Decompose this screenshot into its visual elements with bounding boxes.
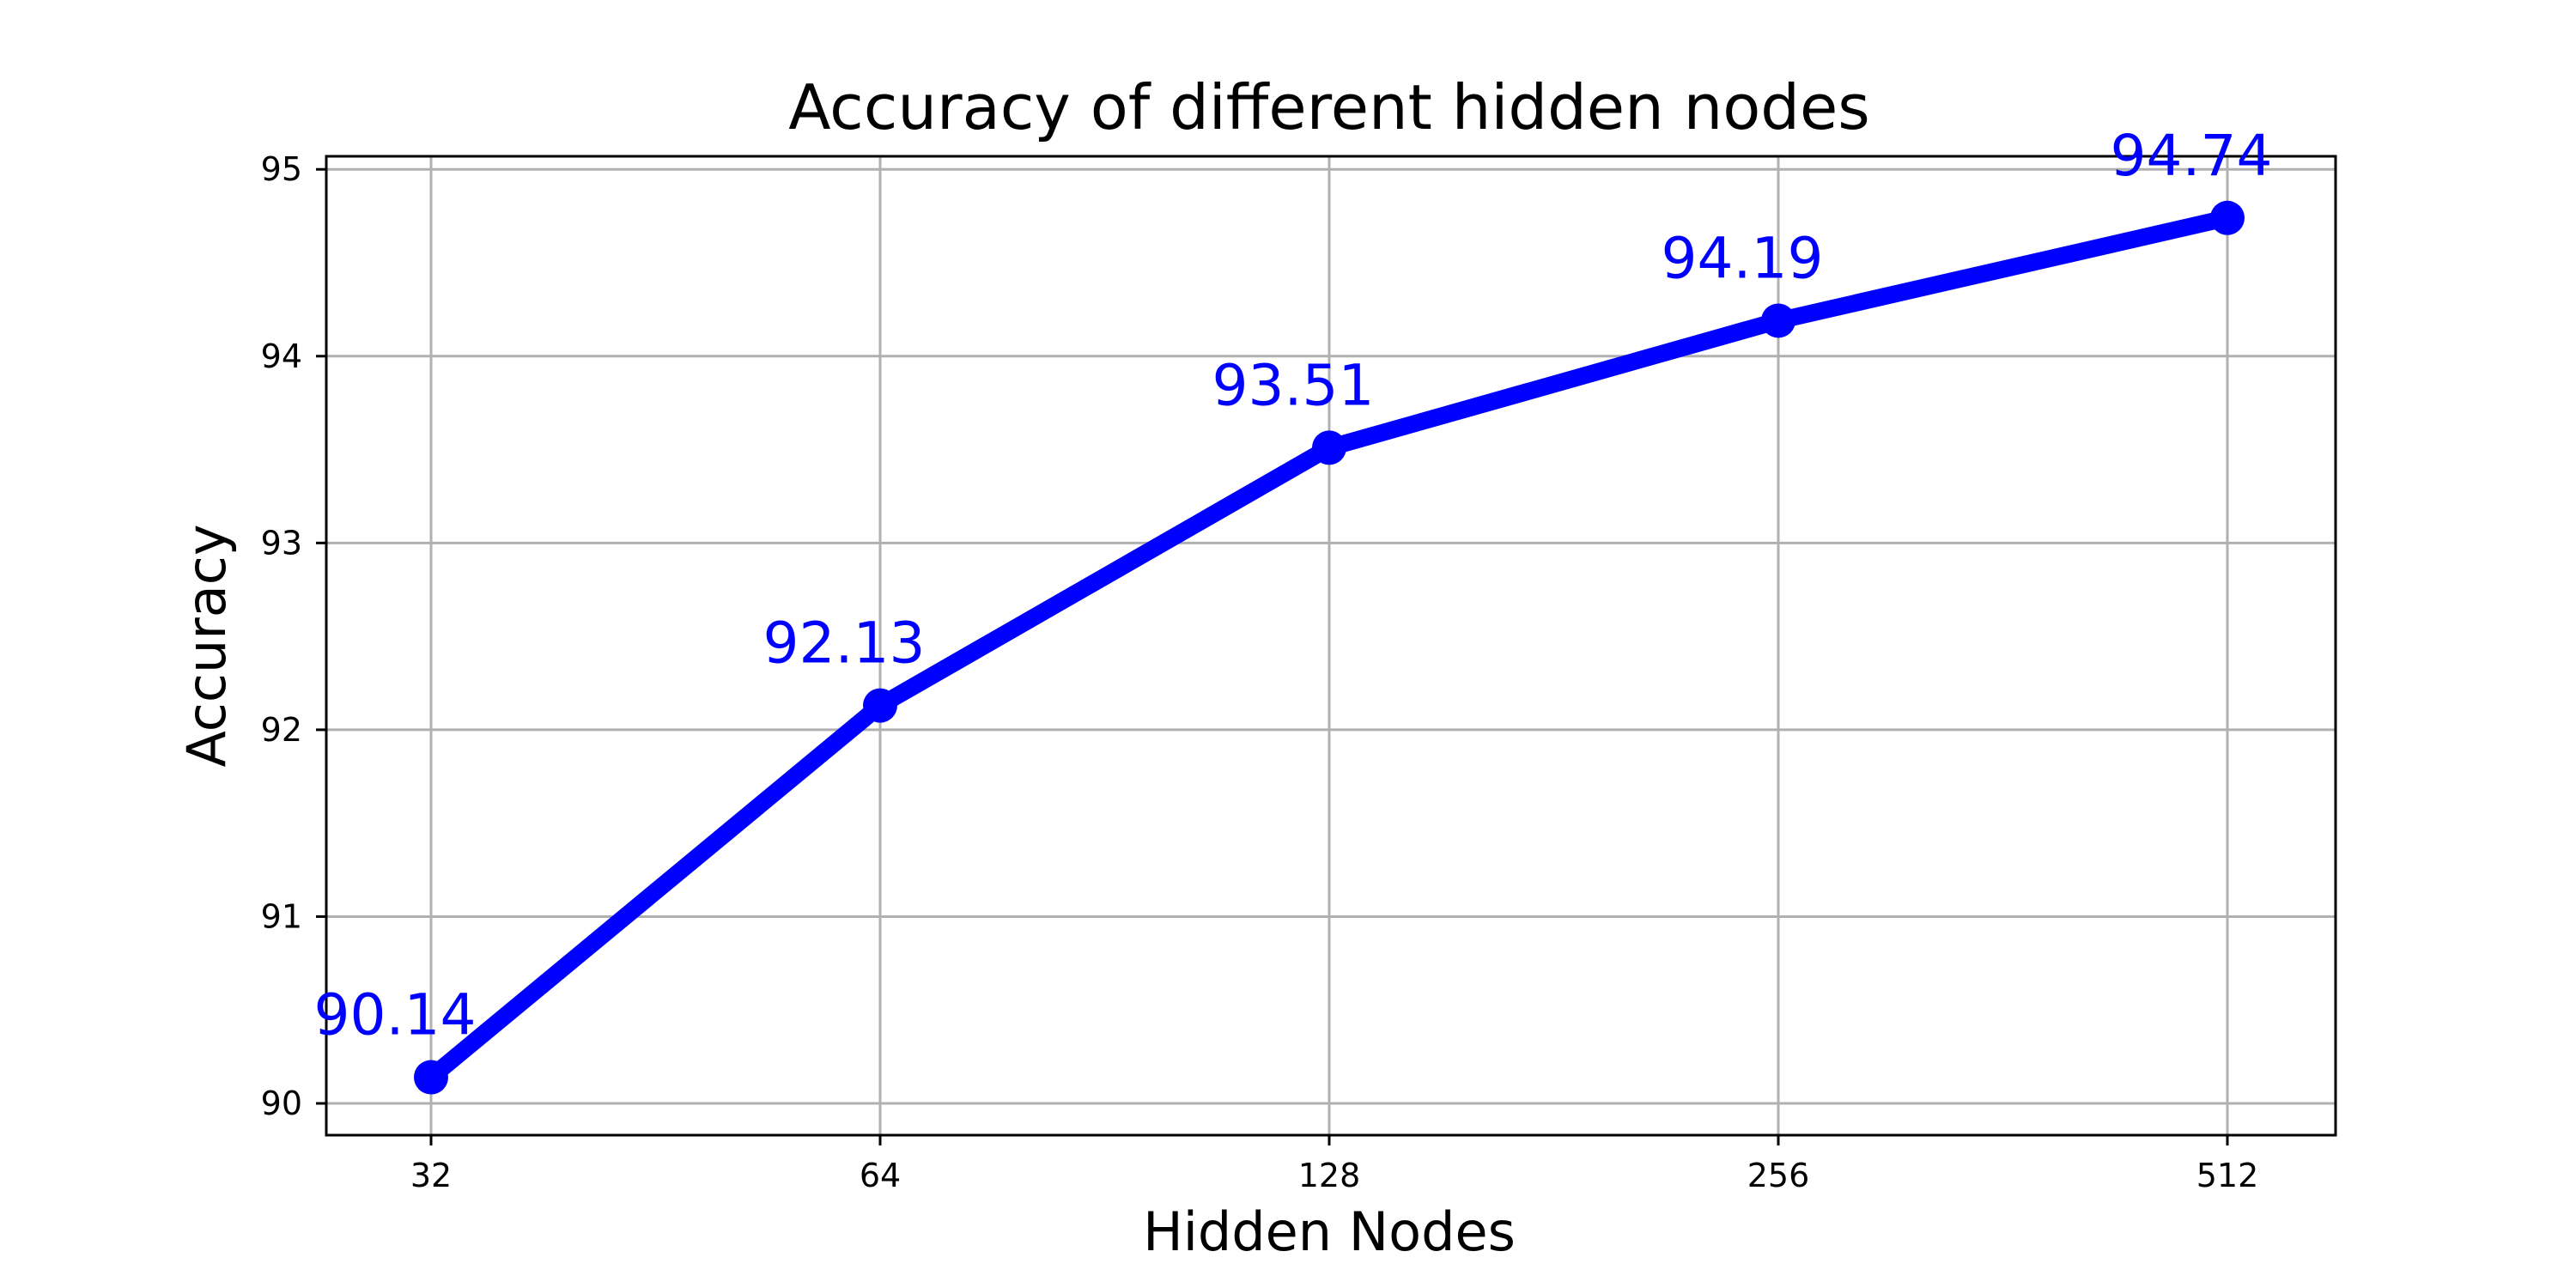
x-tick-label: 32 — [410, 1157, 452, 1194]
y-axis-label: Accuracy — [175, 524, 238, 767]
y-tick-label: 95 — [261, 150, 302, 188]
x-tick-label: 64 — [860, 1157, 901, 1194]
data-point — [2210, 200, 2245, 235]
data-label: 90.14 — [314, 982, 477, 1048]
x-tick-label: 512 — [2196, 1157, 2259, 1194]
x-tick-label: 128 — [1298, 1157, 1361, 1194]
y-tick-label: 90 — [261, 1084, 302, 1122]
y-tick-label: 91 — [261, 897, 302, 935]
y-tick-label: 92 — [261, 711, 302, 749]
grid — [326, 156, 2336, 1135]
data-labels: 90.14 92.13 93.51 94.19 94.74 — [314, 123, 2273, 1048]
data-label: 94.74 — [2111, 123, 2273, 189]
x-tick-label: 256 — [1747, 1157, 1810, 1194]
chart-title: Accuracy of different hidden nodes — [788, 71, 1870, 143]
data-label: 92.13 — [763, 611, 926, 677]
y-tick-label: 93 — [261, 524, 302, 562]
data-label: 93.51 — [1212, 352, 1375, 418]
data-point — [414, 1060, 448, 1095]
series — [414, 200, 2245, 1095]
data-point — [863, 688, 897, 723]
x-axis-label: Hidden Nodes — [1143, 1200, 1516, 1263]
plot-frame — [325, 155, 2337, 1137]
data-point — [1761, 303, 1795, 338]
data-point — [1312, 430, 1346, 465]
axis-ticks: 32 64 128 256 512 90 91 92 93 94 95 — [261, 150, 2259, 1194]
y-tick-label: 94 — [261, 337, 302, 375]
data-label: 94.19 — [1662, 225, 1824, 291]
